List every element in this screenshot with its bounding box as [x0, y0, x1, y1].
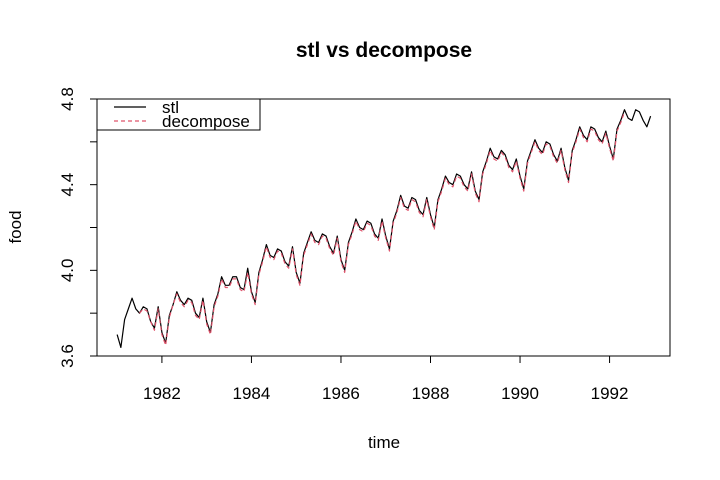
y-tick-label: 4.0 [58, 259, 77, 283]
y-axis-label: food [6, 210, 25, 243]
x-tick-label: 1992 [591, 384, 629, 403]
x-axis-label: time [368, 433, 400, 452]
x-tick-label: 1988 [412, 384, 450, 403]
legend-label-decompose: decompose [162, 112, 250, 131]
y-tick-label: 4.4 [58, 173, 77, 197]
y-tick-label: 3.6 [58, 344, 77, 368]
axes: 1982 1984 1986 1988 1990 1992 3.6 4.0 4.4 4.8 [58, 87, 628, 403]
chart-title: stl vs decompose [296, 39, 472, 62]
x-tick-label: 1984 [233, 384, 271, 403]
legend-label-stl: stl [162, 98, 179, 117]
series-lines [116, 109, 652, 349]
x-tick-label: 1990 [501, 384, 539, 403]
legend-box [96, 98, 261, 131]
x-tick-label: 1986 [322, 384, 360, 403]
series-line-decompose [139, 111, 626, 346]
x-tick-label: 1982 [143, 384, 181, 403]
y-tick-label: 4.8 [58, 87, 77, 111]
